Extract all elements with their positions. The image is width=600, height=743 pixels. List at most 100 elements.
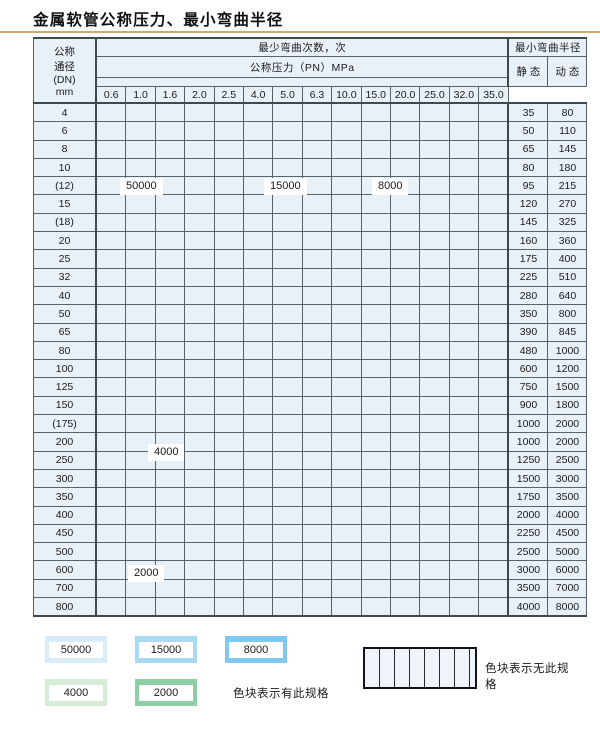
radius-static-value: 50 <box>507 121 549 141</box>
grid-cell <box>389 139 421 159</box>
grid-cell <box>478 194 509 214</box>
grid-cell <box>184 102 215 123</box>
radius-dynamic-value: 2500 <box>547 450 588 470</box>
grid-cell <box>389 340 421 361</box>
grid-cell <box>95 304 127 324</box>
grid-cell <box>154 231 186 251</box>
radius-dynamic-value: 215 <box>547 176 588 196</box>
grid-cell <box>331 212 362 233</box>
dn-value-cell: 125 <box>33 377 97 397</box>
no-spec-swatch <box>363 647 477 689</box>
grid-cell <box>360 139 391 159</box>
pressure-col-header-10: 20.0 <box>389 86 421 104</box>
grid-cell <box>272 414 303 434</box>
grid-cell <box>301 505 333 525</box>
grid-cell <box>331 157 362 178</box>
grid-cell <box>154 468 186 489</box>
grid-cell <box>213 157 244 178</box>
grid-cell <box>478 542 509 562</box>
grid-cell <box>478 487 509 507</box>
grid-cell <box>184 139 215 159</box>
grid-cell <box>448 194 480 214</box>
grid-cell <box>478 121 509 141</box>
grid-cell <box>331 176 362 196</box>
table-row: (12) 95 215 <box>33 176 588 196</box>
grid-cell <box>419 468 450 489</box>
grid-cell <box>360 231 391 251</box>
dn-value-cell: (12) <box>33 176 97 196</box>
grid-cell <box>125 304 156 324</box>
radius-dynamic-value: 360 <box>547 231 588 251</box>
dn-value-cell: 80 <box>33 340 97 361</box>
dn-value-cell: 50 <box>33 304 97 324</box>
radius-static-value: 225 <box>507 267 549 287</box>
value-callout: 4000 <box>148 444 185 461</box>
grid-cell <box>301 468 333 489</box>
grid-cell <box>448 560 480 580</box>
grid-cell <box>419 267 450 287</box>
grid-cell <box>213 359 244 379</box>
grid-cell <box>272 597 303 618</box>
grid-cell <box>242 414 274 434</box>
table-row: 350 1750 3500 <box>33 487 588 507</box>
grid-cell <box>478 432 509 452</box>
radius-static-value: 280 <box>507 285 549 306</box>
radius-static-value: 350 <box>507 304 549 324</box>
grid-cell <box>301 176 333 196</box>
radius-static-value: 900 <box>507 395 549 416</box>
legend-has-spec-text: 色块表示有此规格 <box>233 688 329 700</box>
grid-cell <box>154 322 186 342</box>
grid-cell <box>331 194 362 214</box>
pressure-col-header-2: 1.6 <box>154 86 186 104</box>
grid-cell <box>272 359 303 379</box>
grid-cell <box>389 359 421 379</box>
grid-cell <box>478 560 509 580</box>
radius-dynamic-value: 2000 <box>547 414 588 434</box>
legend-swatch-label: 50000 <box>49 641 103 658</box>
grid-cell <box>448 450 480 470</box>
grid-cell <box>419 285 450 306</box>
grid-cell <box>184 450 215 470</box>
grid-cell <box>213 395 244 416</box>
pressure-spacer <box>94 77 509 87</box>
grid-cell <box>389 267 421 287</box>
grid-cell <box>331 542 362 562</box>
grid-cell <box>331 377 362 397</box>
value-callout: 50000 <box>120 178 163 195</box>
radius-static-value: 1000 <box>507 432 549 452</box>
grid-cell <box>95 377 127 397</box>
grid-cell <box>419 157 450 178</box>
grid-cell <box>419 249 450 269</box>
grid-cell <box>125 395 156 416</box>
radius-dynamic-header: 动 态 <box>547 56 588 87</box>
dn-value-cell: (175) <box>33 414 97 434</box>
grid-cell <box>331 231 362 251</box>
grid-cell <box>213 121 244 141</box>
grid-cell <box>331 505 362 525</box>
grid-cell <box>301 267 333 287</box>
grid-cell <box>125 121 156 141</box>
table-row: 15 120 270 <box>33 194 588 214</box>
grid-cell <box>272 212 303 233</box>
table-row: 100 600 1200 <box>33 359 588 379</box>
grid-cell <box>154 267 186 287</box>
grid-cell <box>448 267 480 287</box>
pressure-col-header-3: 2.0 <box>184 86 215 104</box>
grid-cell <box>242 267 274 287</box>
grid-cell <box>184 487 215 507</box>
radius-dynamic-value: 6000 <box>547 560 588 580</box>
grid-cell <box>95 102 127 123</box>
grid-cell <box>242 468 274 489</box>
dn-value-cell: 15 <box>33 194 97 214</box>
grid-cell <box>331 432 362 452</box>
grid-cell <box>272 304 303 324</box>
grid-cell <box>154 487 186 507</box>
grid-cell <box>242 578 274 599</box>
grid-cell <box>95 157 127 178</box>
grid-cell <box>95 322 127 342</box>
grid-cell <box>272 249 303 269</box>
table-row: 250 1250 2500 <box>33 450 588 470</box>
grid-cell <box>301 560 333 580</box>
grid-cell <box>478 139 509 159</box>
grid-cell <box>419 102 450 123</box>
